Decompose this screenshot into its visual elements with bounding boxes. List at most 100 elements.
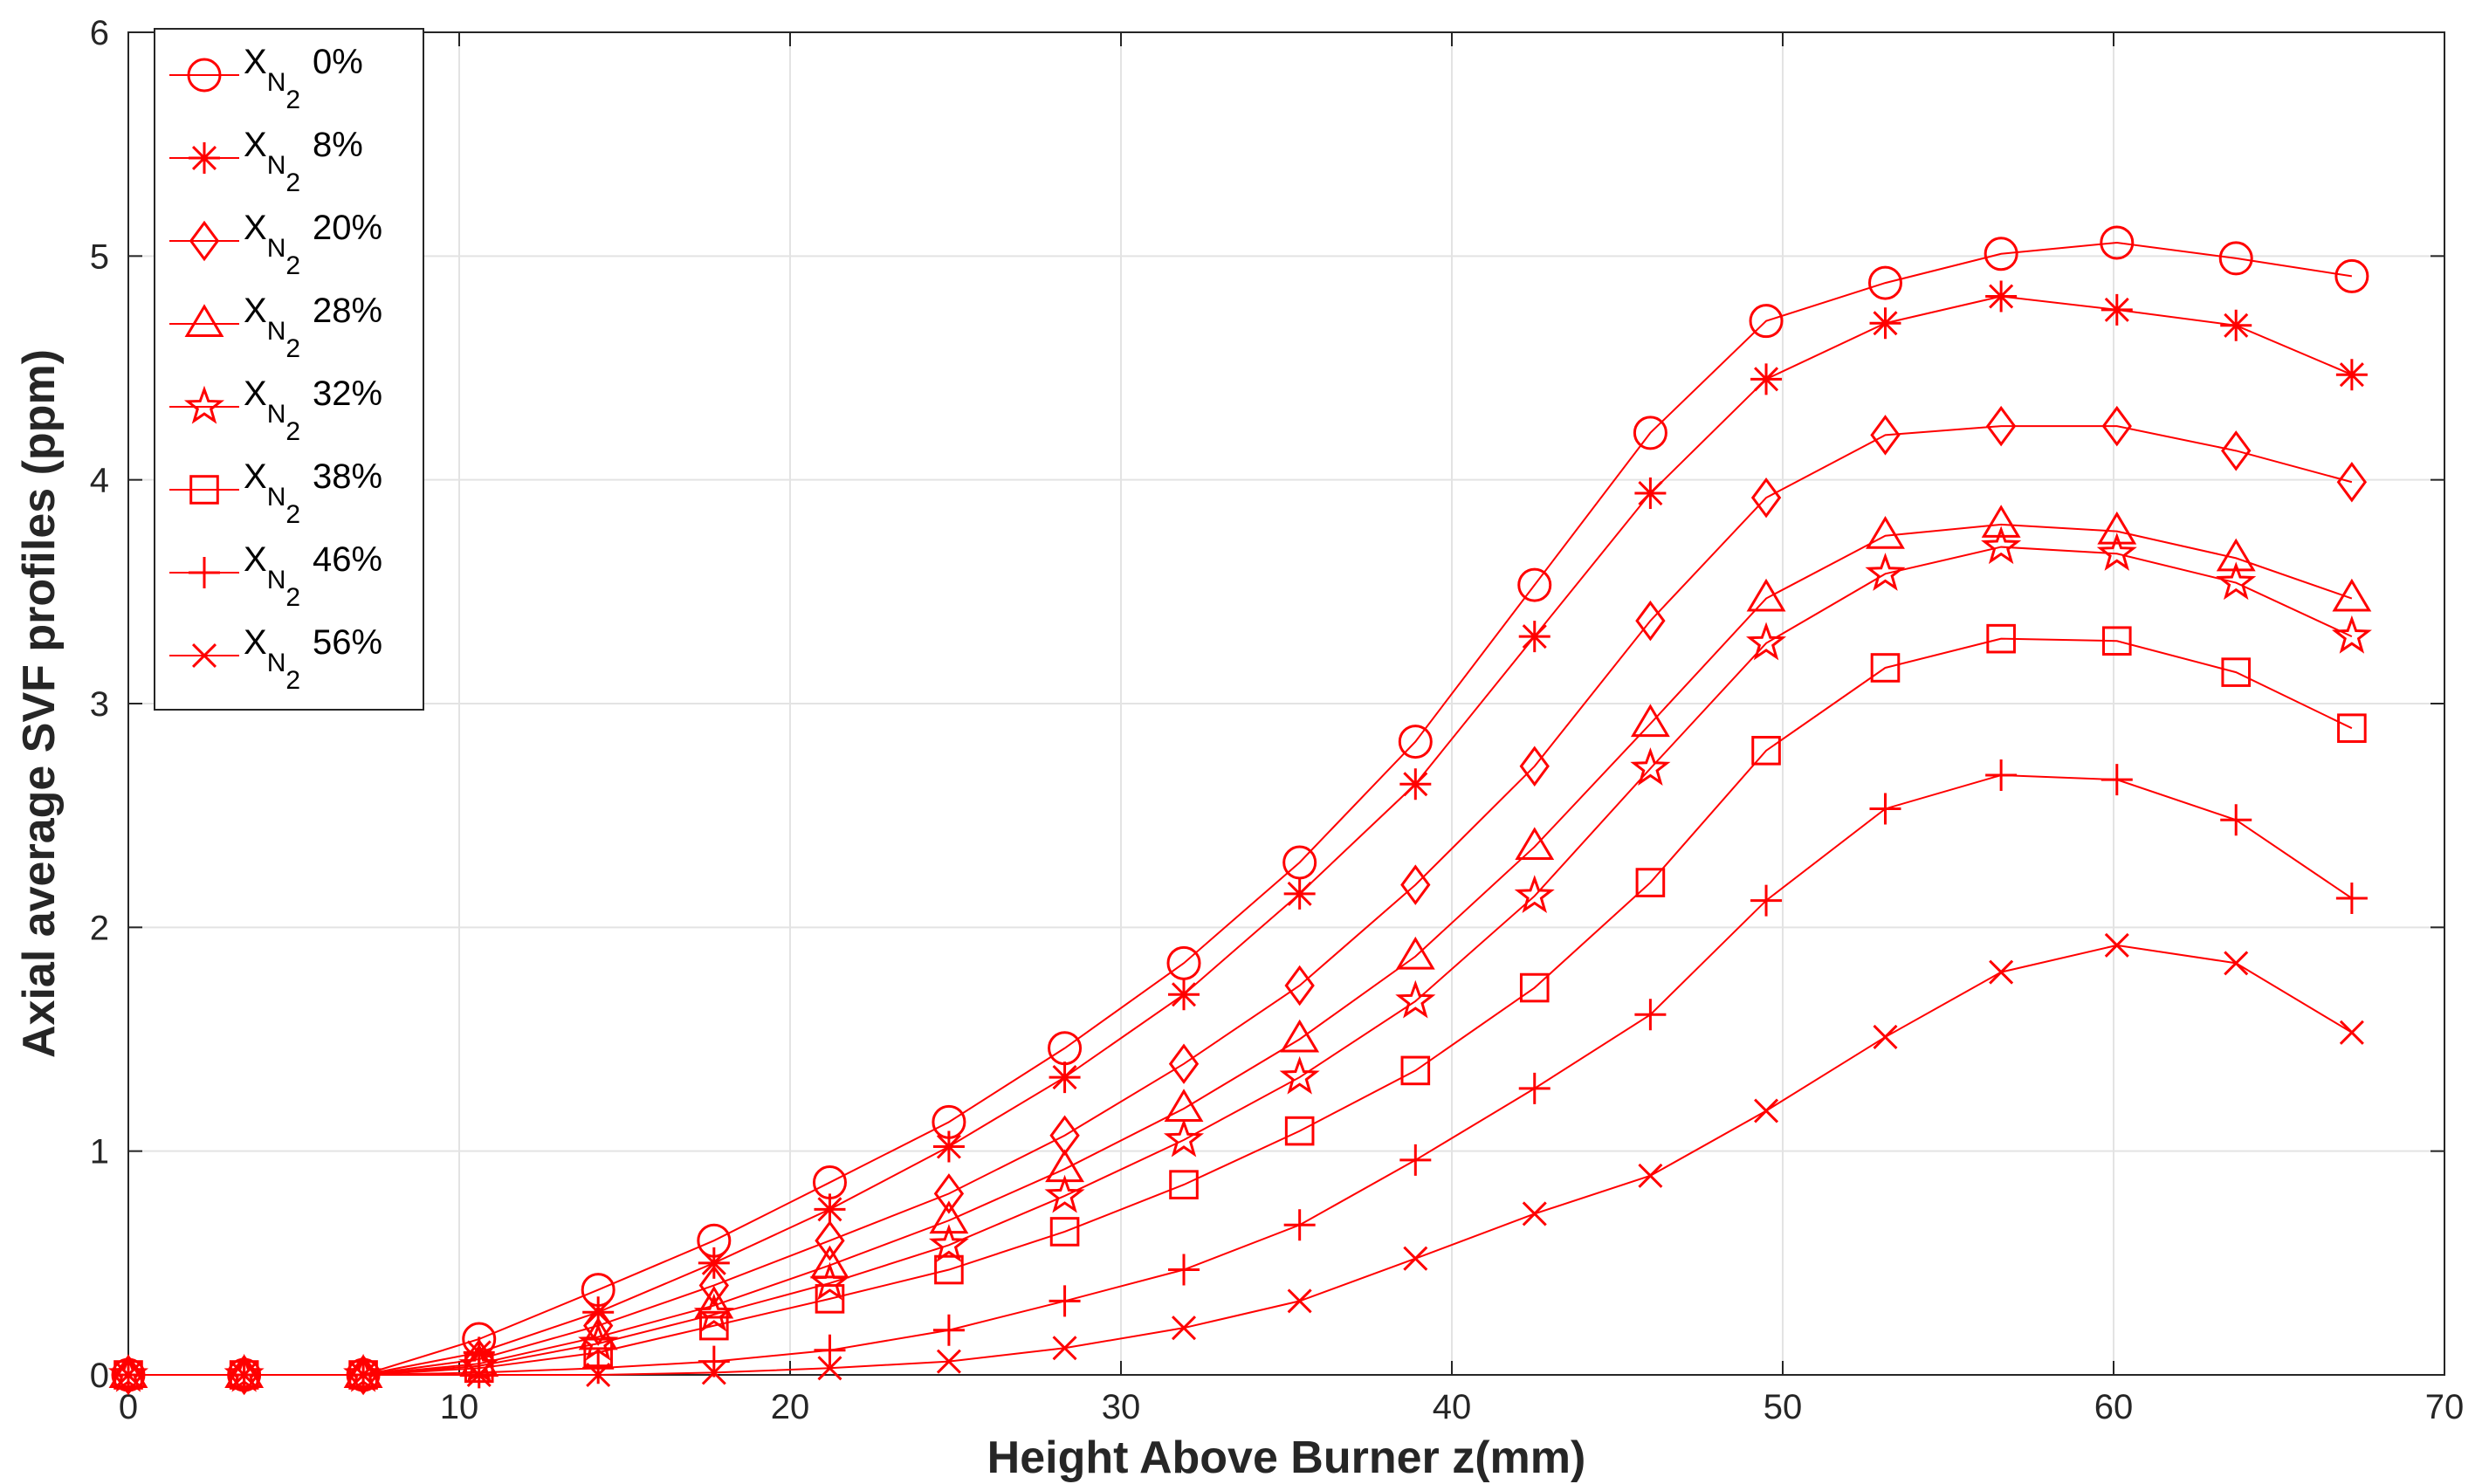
data-point — [2224, 951, 2249, 976]
legend-label: XN2 46% — [244, 540, 382, 612]
data-point — [1280, 1019, 1320, 1053]
data-point — [2220, 309, 2252, 341]
data-point — [189, 142, 220, 174]
x-axis-label: Height Above Burner z(mm) — [987, 1432, 1586, 1483]
series-line — [128, 637, 2353, 1376]
series-6 — [113, 759, 2368, 1391]
data-point — [2096, 532, 2137, 571]
y-tick-label: 3 — [90, 685, 109, 724]
legend-item: XN2 28% — [169, 292, 382, 363]
data-point — [1517, 567, 1552, 602]
legend-sub-n: N — [267, 400, 286, 429]
data-point — [184, 304, 224, 337]
data-point — [2216, 561, 2257, 601]
data-point — [1989, 959, 2014, 985]
data-point — [1985, 759, 2018, 792]
x-tick-label: 70 — [2425, 1388, 2465, 1426]
x-tick-label: 10 — [440, 1388, 479, 1426]
legend-x: X — [244, 126, 267, 164]
data-point — [1283, 1209, 1316, 1241]
data-point — [1399, 768, 1432, 800]
data-point — [1870, 415, 1901, 456]
legend-label: XN2 8% — [244, 126, 363, 197]
y-tick-label: 2 — [90, 909, 109, 947]
legend: XN20%XN28%XN220%XN228%XN232%XN238%XN246%… — [154, 28, 424, 711]
data-point — [191, 642, 217, 669]
data-point — [1630, 747, 1671, 786]
legend-x: X — [244, 457, 267, 496]
legend-x: X — [244, 43, 267, 81]
data-point — [2216, 538, 2256, 572]
data-point — [1869, 793, 1901, 825]
data-point — [2335, 883, 2368, 915]
legend-sub-2: 2 — [285, 168, 300, 197]
data-point — [936, 1349, 961, 1374]
data-point — [1398, 725, 1433, 759]
series-line — [128, 241, 2353, 1376]
series-line — [128, 295, 2353, 1376]
data-point — [1638, 1163, 1663, 1188]
data-point — [1284, 965, 1315, 1007]
data-point — [1630, 704, 1670, 738]
data-point — [189, 475, 219, 505]
data-point — [1518, 1072, 1550, 1104]
data-point — [2332, 578, 2372, 612]
data-point — [1751, 736, 1781, 766]
data-point — [2221, 430, 2252, 471]
legend-sub-2: 2 — [285, 666, 300, 695]
legend-item: XN2 0% — [169, 43, 363, 114]
series-line — [128, 546, 2353, 1376]
data-point — [1515, 827, 1555, 861]
series-line — [128, 774, 2353, 1376]
data-point — [1981, 505, 2021, 538]
legend-sub-n: N — [267, 566, 286, 594]
x-tick-label: 0 — [119, 1388, 138, 1426]
data-point — [1395, 936, 1435, 970]
data-point — [699, 1310, 729, 1341]
legend-sub-n: N — [267, 234, 286, 263]
data-point — [1985, 280, 2018, 313]
data-point — [2221, 657, 2252, 687]
series-line — [128, 425, 2353, 1376]
data-point — [183, 385, 225, 424]
data-point — [1634, 477, 1667, 510]
legend-percent: 8% — [313, 126, 363, 164]
data-point — [1870, 653, 1901, 683]
x-tick-label: 50 — [1764, 1388, 1803, 1426]
legend-sub-2: 2 — [285, 500, 300, 529]
legend-percent: 0% — [313, 43, 363, 81]
data-point — [817, 1356, 842, 1381]
data-point — [701, 1360, 726, 1385]
data-point — [1634, 999, 1667, 1031]
legend-sub-n: N — [267, 151, 286, 180]
data-point — [1044, 1174, 1085, 1213]
data-point — [351, 1362, 376, 1388]
y-tick-label: 5 — [90, 237, 109, 276]
legend-percent: 46% — [313, 540, 382, 579]
data-point — [1522, 1201, 1547, 1226]
data-point — [2218, 241, 2253, 276]
data-point — [1283, 877, 1316, 910]
data-point — [463, 1357, 495, 1389]
data-point — [231, 1362, 257, 1388]
data-point — [1049, 1285, 1081, 1317]
data-point — [1746, 578, 1786, 612]
y-tick-label: 0 — [90, 1357, 109, 1395]
data-point — [814, 1193, 846, 1226]
legend-sub-2: 2 — [285, 334, 300, 363]
data-point — [2101, 626, 2132, 656]
tick-labels: 0 10 20 30 40 50 60 70 0 1 2 3 4 5 6 — [90, 14, 2465, 1426]
legend-label: XN2 20% — [244, 209, 382, 280]
data-point — [1279, 1055, 1320, 1095]
data-point — [586, 1362, 611, 1388]
data-point — [189, 557, 220, 588]
data-point — [1171, 1316, 1197, 1341]
y-tick-label: 1 — [90, 1133, 109, 1171]
data-point — [1746, 622, 1787, 661]
legend-sub-n: N — [267, 483, 286, 512]
data-point — [1287, 1288, 1312, 1314]
data-point — [2337, 713, 2367, 743]
data-point — [582, 1352, 615, 1384]
data-point — [814, 1334, 846, 1366]
